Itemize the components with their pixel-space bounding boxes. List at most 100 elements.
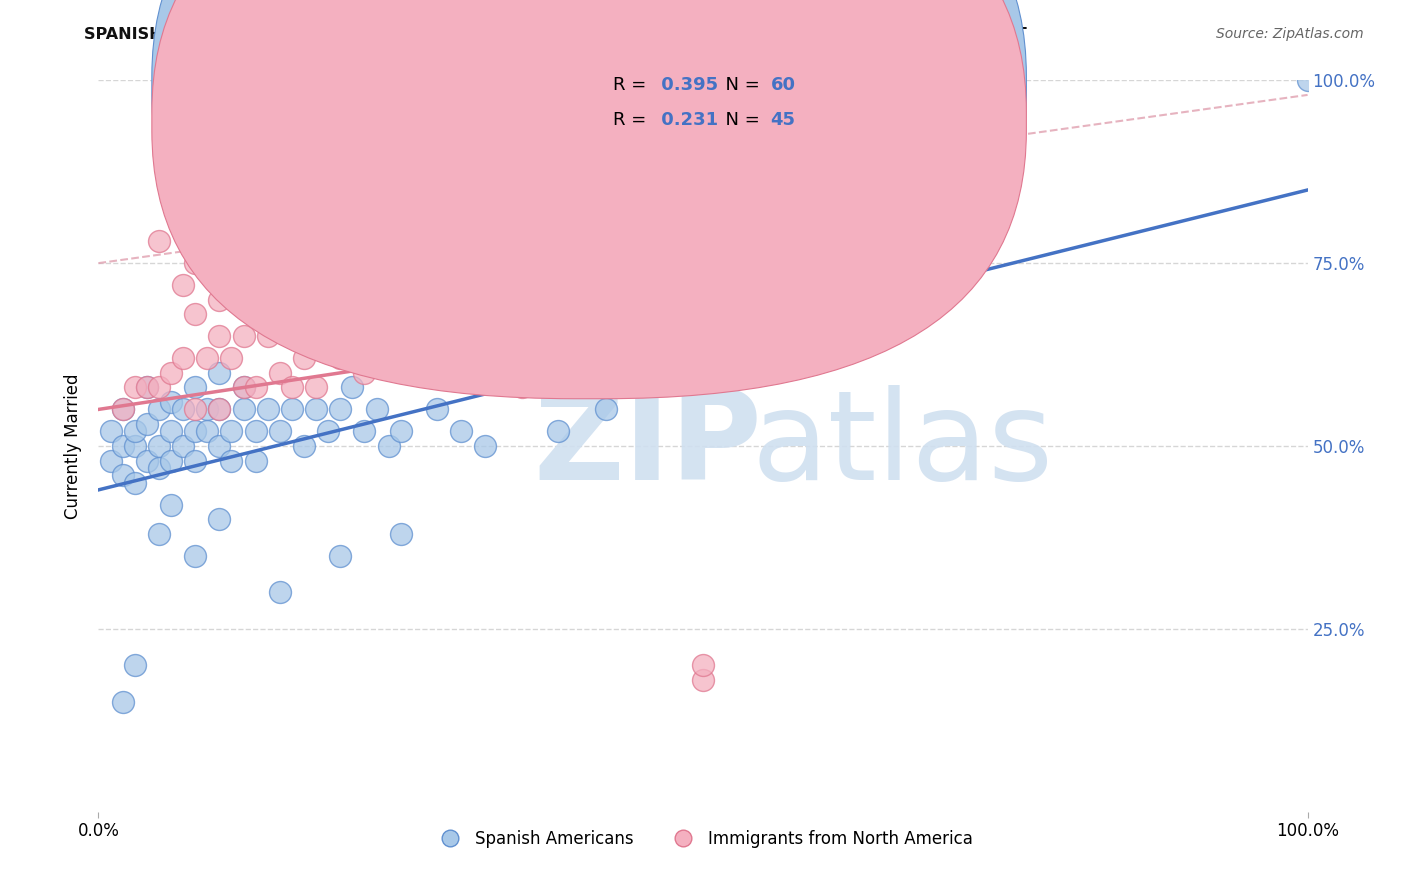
Point bbox=[208, 293, 231, 307]
Point bbox=[329, 549, 352, 563]
Point bbox=[221, 425, 243, 439]
Point bbox=[510, 329, 533, 343]
Point bbox=[353, 307, 375, 321]
Point bbox=[124, 658, 146, 673]
Point bbox=[256, 329, 278, 343]
Point bbox=[692, 329, 714, 343]
Point bbox=[111, 468, 134, 483]
Point bbox=[100, 453, 122, 467]
Point bbox=[245, 453, 267, 467]
Point bbox=[148, 234, 170, 248]
Point bbox=[256, 307, 278, 321]
Point bbox=[292, 351, 315, 366]
Point bbox=[389, 351, 412, 366]
Point bbox=[221, 351, 243, 366]
Text: R =: R = bbox=[613, 76, 652, 94]
Point bbox=[195, 351, 218, 366]
Point bbox=[184, 256, 207, 270]
Point bbox=[426, 329, 449, 343]
Point bbox=[172, 351, 194, 366]
Point bbox=[1296, 73, 1319, 87]
Point bbox=[281, 402, 304, 417]
Point bbox=[366, 329, 388, 343]
Point bbox=[160, 425, 183, 439]
Point bbox=[426, 402, 449, 417]
Point bbox=[160, 366, 183, 380]
Point bbox=[595, 307, 617, 321]
Point bbox=[232, 278, 254, 293]
Point bbox=[474, 351, 496, 366]
Point bbox=[208, 402, 231, 417]
Point bbox=[547, 329, 569, 343]
Point bbox=[148, 461, 170, 475]
Point bbox=[692, 658, 714, 673]
Text: 0.395: 0.395 bbox=[655, 76, 718, 94]
Point bbox=[208, 366, 231, 380]
Text: N =: N = bbox=[714, 112, 766, 129]
Point bbox=[595, 402, 617, 417]
Point bbox=[148, 526, 170, 541]
Point bbox=[172, 402, 194, 417]
Point bbox=[256, 402, 278, 417]
Point bbox=[184, 453, 207, 467]
Point bbox=[232, 380, 254, 394]
Point bbox=[160, 395, 183, 409]
Text: SPANISH AMERICAN VS IMMIGRANTS FROM NORTH AMERICA CURRENTLY MARRIED CORRELATION : SPANISH AMERICAN VS IMMIGRANTS FROM NORT… bbox=[84, 27, 1028, 42]
Point bbox=[148, 402, 170, 417]
Point bbox=[450, 366, 472, 380]
Point bbox=[148, 439, 170, 453]
Point bbox=[208, 402, 231, 417]
Point bbox=[474, 439, 496, 453]
Point bbox=[124, 380, 146, 394]
Point bbox=[329, 402, 352, 417]
Point bbox=[353, 366, 375, 380]
Point bbox=[208, 439, 231, 453]
Point bbox=[305, 402, 328, 417]
Point bbox=[353, 425, 375, 439]
Text: atlas: atlas bbox=[751, 385, 1053, 507]
Point bbox=[269, 585, 291, 599]
Point bbox=[111, 402, 134, 417]
Point bbox=[342, 380, 364, 394]
Point bbox=[195, 402, 218, 417]
Point bbox=[184, 425, 207, 439]
Point bbox=[135, 380, 157, 394]
Point bbox=[111, 439, 134, 453]
Point bbox=[269, 366, 291, 380]
Point bbox=[571, 366, 593, 380]
Legend: Spanish Americans, Immigrants from North America: Spanish Americans, Immigrants from North… bbox=[426, 823, 980, 855]
Point bbox=[124, 425, 146, 439]
Point bbox=[269, 425, 291, 439]
Point bbox=[208, 512, 231, 526]
Point bbox=[245, 425, 267, 439]
Point bbox=[195, 425, 218, 439]
Point bbox=[184, 307, 207, 321]
Point bbox=[245, 380, 267, 394]
Point bbox=[305, 256, 328, 270]
Point bbox=[426, 293, 449, 307]
Point bbox=[232, 380, 254, 394]
Point bbox=[510, 380, 533, 394]
Text: Source: ZipAtlas.com: Source: ZipAtlas.com bbox=[1216, 27, 1364, 41]
Point bbox=[221, 453, 243, 467]
Point bbox=[184, 380, 207, 394]
Point bbox=[316, 425, 339, 439]
Point bbox=[232, 329, 254, 343]
Point bbox=[160, 453, 183, 467]
Y-axis label: Currently Married: Currently Married bbox=[65, 373, 83, 519]
Text: ZIP: ZIP bbox=[534, 385, 762, 507]
Point bbox=[160, 498, 183, 512]
Point bbox=[208, 329, 231, 343]
Point bbox=[124, 439, 146, 453]
Point bbox=[366, 402, 388, 417]
Point bbox=[100, 425, 122, 439]
Point bbox=[595, 329, 617, 343]
Point bbox=[135, 417, 157, 431]
Point bbox=[148, 380, 170, 394]
Text: R =: R = bbox=[613, 112, 652, 129]
Point bbox=[172, 278, 194, 293]
Point bbox=[377, 439, 399, 453]
Point bbox=[450, 425, 472, 439]
Point bbox=[389, 526, 412, 541]
Point bbox=[184, 549, 207, 563]
